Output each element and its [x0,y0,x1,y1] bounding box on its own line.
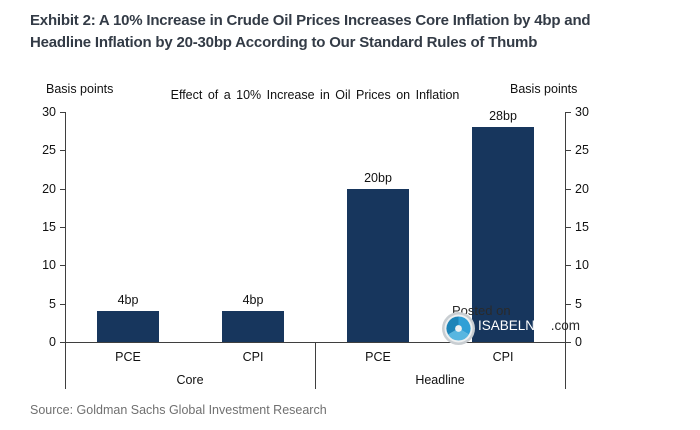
bar-core-cpi [222,311,284,342]
y-tick-label-left: 5 [49,297,56,311]
x-category-label: PCE [365,350,391,364]
y-tick-label-right: 0 [575,335,582,349]
y-tick-label-left: 20 [42,182,56,196]
exhibit-title-line1: Exhibit 2: A 10% Increase in Crude Oil P… [30,12,591,29]
y-tick-label-right: 20 [575,182,589,196]
watermark-site-tld: .com [550,318,581,333]
y-tick-label-left: 30 [42,105,56,119]
watermark-site-name: ISABELNET [478,318,551,333]
y-tick-label-right: 15 [575,220,589,234]
bar-headline-cpi [472,127,534,342]
x-category-label: CPI [242,350,264,364]
exhibit-title: Exhibit 2: A 10% Increase in Crude Oil P… [30,10,690,54]
bar-headline-pce [347,189,409,342]
x-group-label-core: Core [176,373,204,387]
y-tick-right [566,227,571,228]
exhibit-title-line2: Headline Inflation by 20-30bp According … [30,34,538,51]
y-tick-left [60,150,65,151]
bar-value-label: 4bp [117,293,139,307]
y-axis-line-left [65,112,66,389]
group-divider [315,342,316,389]
y-tick-right [566,112,571,113]
bar-core-pce [97,311,159,342]
chart-title: Effect of a 10% Increase in Oil Prices o… [170,88,460,102]
x-group-label-headline: Headline [415,373,465,387]
y-tick-right [566,189,571,190]
y-tick-label-left: 0 [49,335,56,349]
bar-value-label: 28bp [489,109,517,123]
source-text: Source: Goldman Sachs Global Investment … [30,403,327,417]
watermark-site-text: ISABELNET.com [478,318,580,333]
y-axis-unit-right: Basis points [510,82,578,96]
y-tick-left [60,227,65,228]
watermark-isabelnet: Posted on ISABELNET.com [441,302,596,350]
x-category-label: PCE [115,350,141,364]
y-axis-unit-left: Basis points [46,82,114,96]
y-tick-left [60,112,65,113]
y-axis-line-right [565,112,566,389]
bar-value-label: 4bp [242,293,264,307]
y-tick-label-right: 10 [575,258,589,272]
y-tick-right [566,150,571,151]
y-tick-left [60,342,65,343]
y-tick-label-right: 5 [575,297,582,311]
x-category-label: CPI [492,350,514,364]
y-tick-label-left: 10 [42,258,56,272]
bar-value-label: 20bp [364,171,392,185]
isabelnet-logo-icon [442,312,475,345]
y-tick-right [566,265,571,266]
y-tick-label-left: 15 [42,220,56,234]
y-tick-left [60,265,65,266]
y-tick-left [60,189,65,190]
y-tick-label-right: 25 [575,143,589,157]
y-tick-right [566,342,571,343]
y-tick-label-right: 30 [575,105,589,119]
y-tick-right [566,304,571,305]
y-tick-left [60,304,65,305]
y-tick-label-left: 25 [42,143,56,157]
